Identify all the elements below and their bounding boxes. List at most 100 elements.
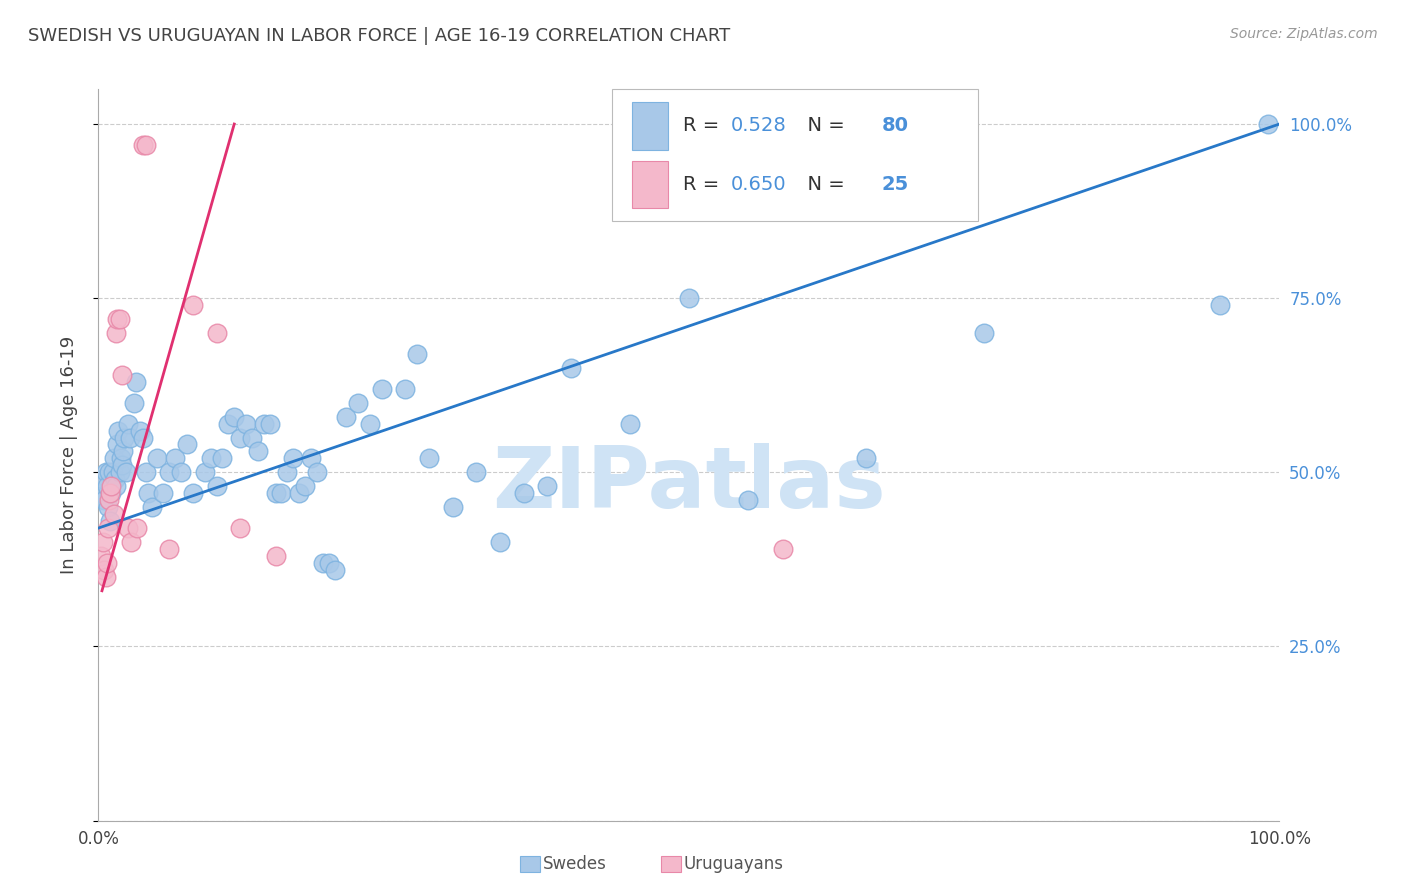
Point <box>105 479 128 493</box>
Point <box>181 298 204 312</box>
Point <box>253 417 276 431</box>
Point <box>318 556 340 570</box>
Point <box>132 137 155 152</box>
Point <box>122 395 145 409</box>
FancyBboxPatch shape <box>633 102 668 150</box>
Point <box>217 417 239 431</box>
Point <box>96 479 118 493</box>
Text: Uruguayans: Uruguayans <box>683 855 783 873</box>
Point <box>103 507 125 521</box>
Point <box>264 486 287 500</box>
Point <box>441 500 464 515</box>
Point <box>112 444 135 458</box>
Point <box>93 563 115 577</box>
Point <box>125 375 148 389</box>
Point <box>288 486 311 500</box>
Point <box>165 451 187 466</box>
Point <box>259 417 281 431</box>
Point <box>347 395 370 409</box>
Point <box>100 486 122 500</box>
Point <box>678 291 700 305</box>
Point <box>96 556 118 570</box>
Text: 0.650: 0.650 <box>730 175 786 194</box>
Point <box>1209 298 1232 312</box>
Text: N =: N = <box>796 116 851 136</box>
Text: 25: 25 <box>882 175 908 194</box>
Point <box>98 466 121 480</box>
Point <box>418 451 440 466</box>
Point <box>97 500 120 515</box>
Point <box>135 466 157 480</box>
Point <box>91 535 114 549</box>
Point <box>512 486 534 500</box>
Point <box>240 430 263 444</box>
Point <box>157 541 180 556</box>
Point <box>110 451 132 466</box>
Point <box>973 326 995 340</box>
Point <box>152 486 174 500</box>
Point <box>105 312 128 326</box>
Point <box>157 466 180 480</box>
Point <box>855 451 877 466</box>
Point <box>283 451 305 466</box>
Point <box>489 535 512 549</box>
Point <box>264 549 287 563</box>
Point <box>108 312 131 326</box>
Point <box>229 521 252 535</box>
Point <box>170 466 193 480</box>
Text: 80: 80 <box>882 116 908 136</box>
FancyBboxPatch shape <box>612 89 979 221</box>
Point <box>176 437 198 451</box>
Point <box>737 493 759 508</box>
Point <box>135 137 157 152</box>
Text: R =: R = <box>683 116 725 136</box>
Point <box>181 486 204 500</box>
Point <box>229 430 252 444</box>
Text: R =: R = <box>683 175 725 194</box>
Point <box>141 500 163 515</box>
Point <box>270 486 292 500</box>
Text: N =: N = <box>796 175 851 194</box>
Point <box>619 417 641 431</box>
Point <box>305 466 328 480</box>
Point <box>465 466 488 480</box>
Point <box>103 451 125 466</box>
Point <box>101 466 124 480</box>
Point <box>91 472 114 486</box>
Text: Source: ZipAtlas.com: Source: ZipAtlas.com <box>1230 27 1378 41</box>
Point <box>194 466 217 480</box>
Point <box>536 479 558 493</box>
Text: ZIPatlas: ZIPatlas <box>492 442 886 525</box>
Point <box>132 430 155 444</box>
Text: Swedes: Swedes <box>543 855 607 873</box>
Point <box>323 563 346 577</box>
Point <box>108 466 131 480</box>
Point <box>121 535 143 549</box>
Point <box>91 486 114 500</box>
Point <box>371 382 394 396</box>
Point <box>100 479 122 493</box>
Point <box>127 521 149 535</box>
Point <box>98 514 121 528</box>
Point <box>246 444 269 458</box>
Point <box>359 417 381 431</box>
Point <box>299 451 322 466</box>
Point <box>104 472 127 486</box>
Point <box>211 451 233 466</box>
Point <box>235 417 257 431</box>
Point <box>117 417 139 431</box>
Point <box>98 486 121 500</box>
Point <box>205 326 228 340</box>
Point <box>105 326 128 340</box>
Point <box>90 549 112 563</box>
Point <box>120 430 142 444</box>
FancyBboxPatch shape <box>520 856 540 872</box>
Point <box>94 570 117 584</box>
Point <box>224 409 246 424</box>
Y-axis label: In Labor Force | Age 16-19: In Labor Force | Age 16-19 <box>59 335 77 574</box>
Point <box>205 479 228 493</box>
Point <box>111 368 134 382</box>
Point <box>107 424 129 438</box>
Point <box>772 541 794 556</box>
Point <box>97 521 120 535</box>
